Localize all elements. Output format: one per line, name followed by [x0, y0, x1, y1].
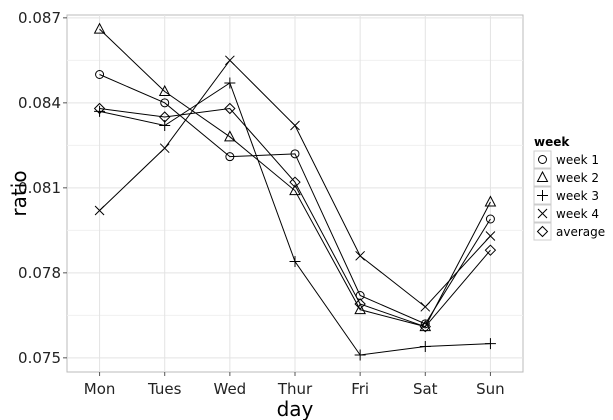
y-tick-label: 0.084 [18, 94, 61, 112]
data-point-week-1 [160, 98, 170, 108]
data-point-week-3 [289, 256, 301, 267]
data-point-week-1 [95, 70, 105, 79]
y-tick-label: 0.081 [18, 179, 61, 197]
legend: week week 1 week 2 week 3 week 4 average [533, 135, 605, 241]
x-tick-label: Sun [476, 380, 505, 398]
data-point-week-3 [354, 349, 366, 361]
x-axis-title: day [277, 397, 314, 420]
legend-label-average: average [556, 225, 605, 239]
data-point-week-1 [485, 214, 495, 224]
legend-item-average: average [533, 222, 605, 241]
data-point-week-2 [224, 130, 236, 142]
y-tick-label: 0.075 [18, 349, 61, 367]
data-point-average [289, 176, 301, 188]
data-point-week-4 [225, 55, 235, 66]
legend-label-week-4: week 4 [556, 207, 599, 221]
legend-item-week-1: week 1 [533, 150, 599, 169]
legend-label-week-2: week 2 [556, 171, 599, 185]
axes: 0.075 0.078 0.081 0.084 0.087 Mon Tues Wed Thur F… [18, 9, 505, 398]
legend-item-week-4: week 4 [533, 204, 599, 223]
x-tick-label: Mon [84, 380, 116, 398]
legend-marker-week-1 [538, 155, 547, 164]
data-point-week-2 [158, 84, 171, 96]
data-point-week-4 [420, 301, 431, 312]
y-axis-title: ratio [7, 170, 31, 216]
data-point-week-4 [485, 231, 496, 241]
legend-title: week [534, 135, 570, 149]
series-week-3 [94, 77, 496, 361]
x-tick-label: Tues [147, 380, 182, 398]
legend-marker-week-3 [537, 190, 548, 201]
data-point-week-1 [420, 319, 430, 329]
series-layer [93, 22, 497, 361]
data-point-week-2 [354, 303, 366, 315]
data-point-week-3 [224, 77, 236, 89]
data-point-average [484, 244, 497, 256]
legend-key [533, 150, 552, 169]
series-average [93, 102, 497, 333]
data-point-average [159, 111, 171, 123]
x-tick-label: Sat [413, 380, 438, 398]
data-point-week-2 [289, 184, 301, 196]
data-point-week-4 [290, 120, 300, 131]
series-week-4 [94, 55, 496, 312]
legend-marker-average [536, 225, 549, 238]
y-tick-label: 0.078 [18, 264, 61, 282]
data-point-week-1 [225, 152, 235, 162]
series-week-1 [95, 70, 495, 329]
series-line-week-1 [99, 74, 491, 325]
legend-label-week-3: week 3 [556, 189, 599, 203]
legend-label-week-1: week 1 [556, 153, 599, 167]
x-tick-label: Fri [351, 380, 369, 398]
legend-item-week-2: week 2 [533, 168, 599, 187]
data-point-week-2 [93, 22, 106, 34]
data-point-average [419, 320, 431, 333]
legend-marker-week-4 [537, 208, 548, 219]
data-point-average [93, 102, 106, 115]
series-line-average [99, 107, 491, 328]
legend-key [533, 222, 552, 241]
data-point-week-3 [484, 338, 496, 350]
legend-item-week-3: week 3 [533, 186, 599, 205]
y-tick-label: 0.087 [18, 9, 61, 27]
data-point-week-2 [484, 195, 497, 207]
data-point-week-4 [159, 143, 170, 154]
data-point-week-4 [94, 205, 105, 216]
x-tick-label: Thur [277, 380, 313, 398]
data-point-week-3 [419, 341, 431, 352]
data-point-week-4 [355, 250, 365, 261]
legend-marker-week-2 [536, 170, 549, 182]
data-point-week-3 [94, 105, 106, 117]
data-point-average [224, 102, 236, 115]
data-point-average [354, 298, 366, 310]
x-tick-label: Wed [214, 380, 247, 398]
data-point-week-1 [290, 149, 300, 159]
